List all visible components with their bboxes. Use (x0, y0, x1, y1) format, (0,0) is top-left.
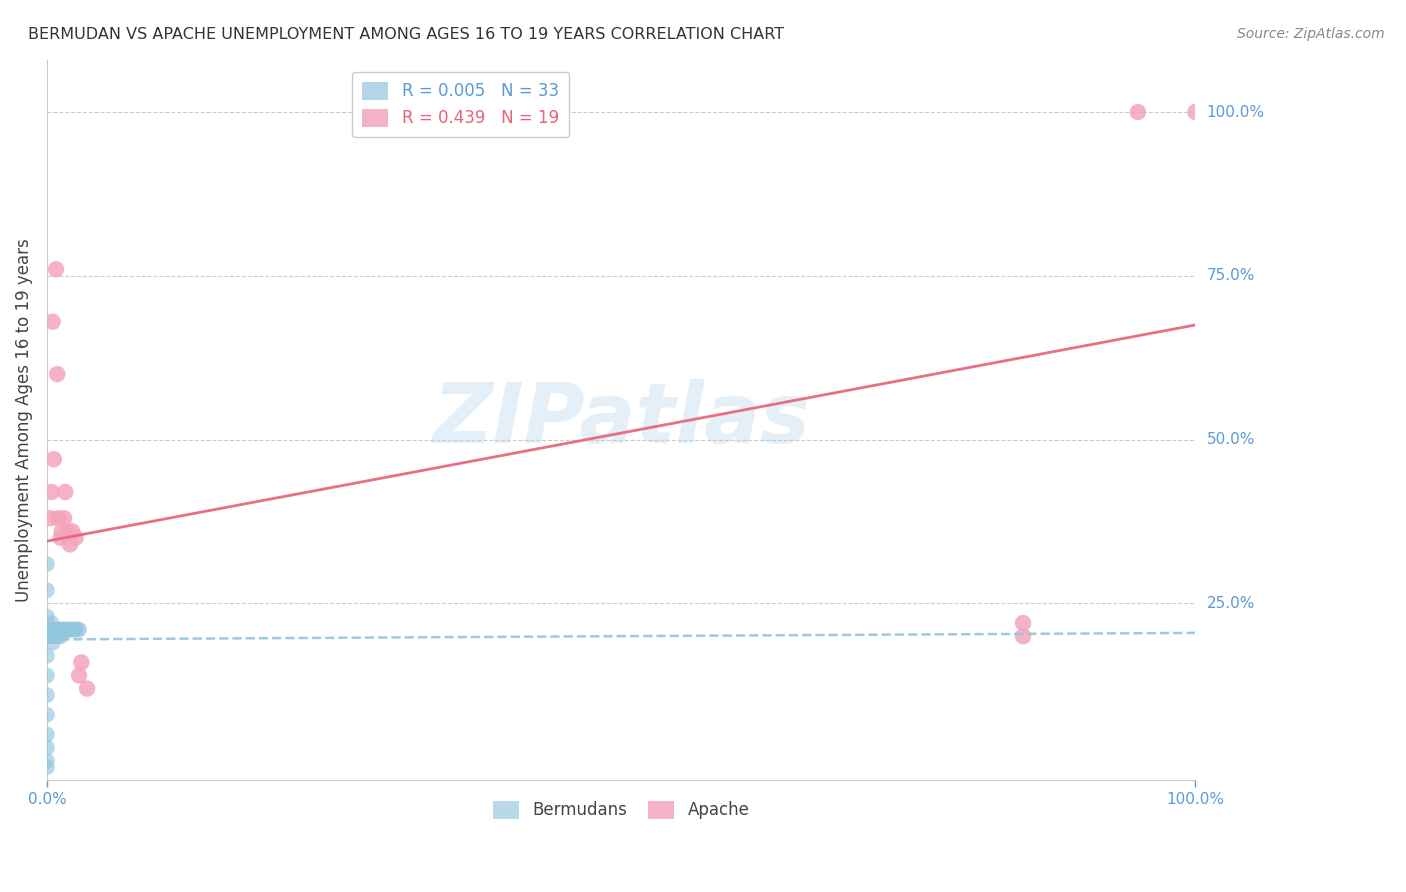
Point (35, 648, 58, 663)
Point (1012, 629, 1035, 643)
Point (60, 623, 83, 637)
Point (35, 688, 58, 702)
Point (63, 623, 86, 637)
Text: Source: ZipAtlas.com: Source: ZipAtlas.com (1237, 27, 1385, 41)
Point (35, 754, 58, 768)
Point (39, 511, 62, 525)
Point (76, 681, 98, 696)
Point (35, 583, 58, 598)
Point (48, 511, 70, 525)
Text: BERMUDAN VS APACHE UNEMPLOYMENT AMONG AGES 16 TO 19 YEARS CORRELATION CHART: BERMUDAN VS APACHE UNEMPLOYMENT AMONG AG… (28, 27, 785, 42)
Point (35, 668, 58, 682)
Point (49, 531, 72, 545)
Point (46, 623, 69, 637)
Text: 50.0%: 50.0% (1206, 432, 1254, 447)
Text: ZIPatlas: ZIPatlas (432, 379, 810, 460)
Point (58, 623, 80, 637)
Point (67, 623, 90, 637)
Point (53, 485, 76, 500)
Point (51, 623, 73, 637)
Point (35, 727, 58, 741)
Text: 25.0%: 25.0% (1206, 596, 1254, 611)
Point (59, 537, 82, 551)
Point (60, 623, 83, 637)
Point (70, 656, 93, 670)
Point (1126, 105, 1149, 120)
Point (35, 707, 58, 722)
Point (35, 557, 58, 571)
Point (41, 623, 63, 637)
Point (49, 629, 72, 643)
Point (39, 629, 62, 643)
Point (45, 262, 67, 277)
Point (35, 760, 58, 774)
Point (48, 629, 70, 643)
Point (41, 636, 63, 650)
Point (51, 524, 73, 539)
Y-axis label: Unemployment Among Ages 16 to 19 years: Unemployment Among Ages 16 to 19 years (15, 238, 32, 602)
Point (41, 315, 63, 329)
Point (41, 615, 63, 630)
Point (56, 524, 79, 539)
Point (35, 609, 58, 624)
Point (53, 623, 76, 637)
Text: 75.0%: 75.0% (1206, 268, 1254, 284)
Point (65, 531, 87, 545)
Point (42, 452, 65, 467)
Point (53, 511, 76, 525)
Legend: Bermudans, Apache: Bermudans, Apache (486, 794, 756, 826)
Point (67, 668, 90, 682)
Point (53, 623, 76, 637)
Point (66, 623, 89, 637)
Point (35, 740, 58, 755)
Point (1012, 615, 1035, 630)
Point (42, 629, 65, 643)
Point (44, 623, 66, 637)
Point (35, 629, 58, 643)
Point (41, 485, 63, 500)
Point (45, 629, 67, 643)
Text: 100.0%: 100.0% (1206, 104, 1264, 120)
Point (1184, 105, 1206, 120)
Point (46, 367, 69, 381)
Point (56, 623, 79, 637)
Point (60, 524, 83, 539)
Point (48, 623, 70, 637)
